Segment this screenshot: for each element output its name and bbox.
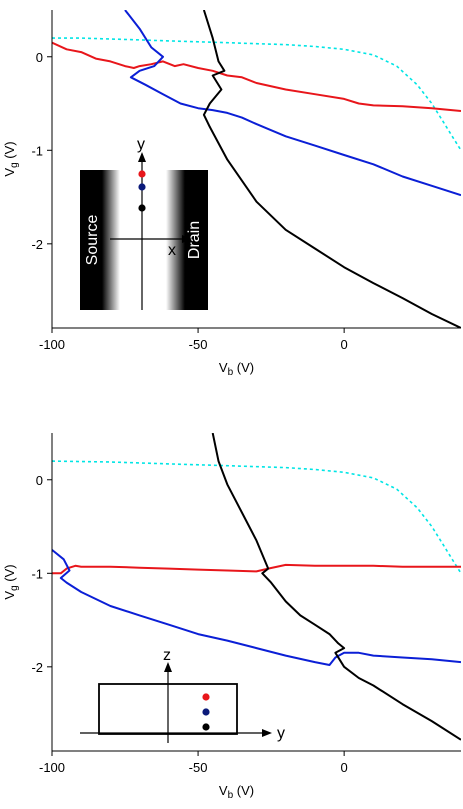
- chart-panel-2: -100 -50 00-1-2Vb (V)Vg (V)yz: [2, 433, 461, 801]
- drain-label: Drain: [186, 221, 203, 259]
- x-tick-label: -50: [189, 337, 208, 352]
- y-tick-label: 0: [36, 50, 43, 65]
- x-axis-label-sub: b: [228, 367, 234, 378]
- y-tick-label: -2: [31, 237, 43, 252]
- series-group: [52, 433, 461, 741]
- x-axis-label-main: V: [219, 360, 228, 375]
- series-line-1: [52, 37, 461, 151]
- x-axis-label: Vb (V): [219, 783, 254, 801]
- series-line-4: [202, 10, 461, 328]
- y-axis-label-main: V: [2, 591, 17, 600]
- position-dot-blue: [138, 183, 146, 191]
- inset-xy: Source Drain y x: [80, 136, 208, 310]
- position-dot-red: [202, 693, 210, 701]
- inset-x-label: x: [168, 242, 176, 259]
- x-axis-label-sub: b: [228, 790, 234, 801]
- inset-y-arrow: [262, 729, 272, 737]
- inset-y-label: y: [277, 725, 285, 742]
- series-line-2: [52, 563, 461, 575]
- x-axis-label: Vb (V): [219, 360, 254, 378]
- inset-y-arrow: [138, 152, 146, 162]
- y-axis-label-sub: g: [9, 162, 20, 168]
- x-tick-label: 0: [341, 760, 348, 775]
- series-line-3: [124, 10, 461, 197]
- series-line-2: [52, 41, 461, 112]
- position-dot-red: [138, 170, 146, 178]
- x-axis-label-main: V: [219, 783, 228, 798]
- position-dot-blue: [202, 708, 210, 716]
- y-tick-label: 0: [36, 473, 43, 488]
- series-group: [52, 10, 461, 328]
- inset-zy: yz: [80, 647, 285, 743]
- series-line-1: [52, 460, 461, 574]
- inset-z-label: z: [163, 647, 171, 664]
- y-axis-label-main: V: [2, 168, 17, 177]
- y-axis-label: Vg (V): [2, 564, 20, 599]
- y-tick-label: -2: [31, 660, 43, 675]
- y-axis-label: Vg (V): [2, 141, 20, 176]
- x-tick-label: -100: [39, 760, 65, 775]
- y-axis-label-unit: (V): [2, 564, 17, 585]
- x-tick-label: -100: [39, 337, 65, 352]
- inset-y-label: y: [137, 136, 145, 153]
- series-line-3: [52, 549, 461, 666]
- y-tick-label: -1: [31, 566, 43, 581]
- series-line-4: [211, 433, 461, 741]
- position-dot-black: [138, 204, 146, 212]
- x-axis-label-unit: (V): [233, 360, 254, 375]
- source-electrode: [80, 170, 120, 310]
- y-tick-label: -1: [31, 143, 43, 158]
- y-axis-label-sub: g: [9, 585, 20, 591]
- y-axis-label-unit: (V): [2, 141, 17, 162]
- source-label: Source: [84, 215, 101, 266]
- x-tick-label: -50: [189, 760, 208, 775]
- position-dot-black: [202, 723, 210, 731]
- inset-x-arrow: [182, 235, 192, 243]
- x-tick-label: 0: [341, 337, 348, 352]
- inset-z-arrow: [164, 662, 172, 672]
- x-axis-label-unit: (V): [233, 783, 254, 798]
